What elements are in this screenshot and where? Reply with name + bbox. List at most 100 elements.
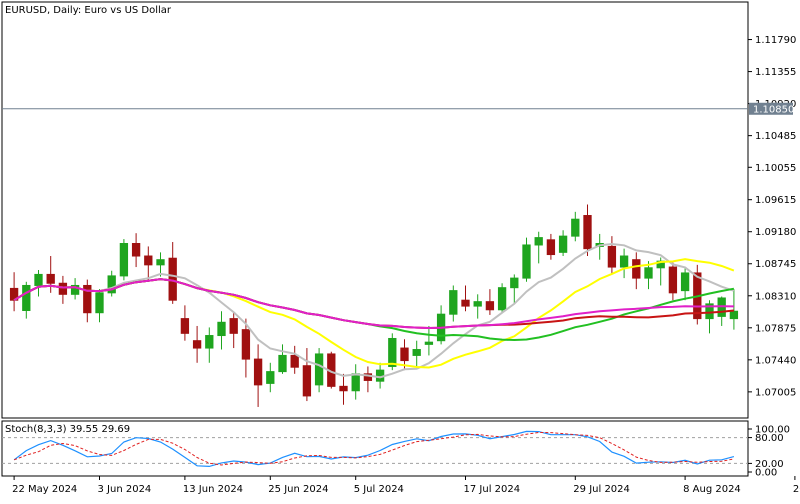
candle	[339, 373, 348, 405]
candle	[144, 246, 153, 282]
candle	[571, 211, 580, 242]
x-tick-label: 8 Aug 2024	[683, 484, 741, 495]
y-tick-label: 1.10055	[755, 163, 796, 174]
candle-body	[156, 259, 165, 266]
candle	[449, 285, 458, 322]
current-price-label: 1.10850	[753, 104, 794, 115]
candle	[217, 311, 226, 350]
candle-body	[168, 257, 177, 301]
candle-body	[351, 373, 360, 392]
candle	[180, 305, 190, 341]
candle-body	[558, 235, 568, 253]
candle	[607, 236, 617, 275]
x-tick-label: 22 May 2024	[12, 484, 77, 495]
candle-body	[266, 371, 275, 384]
candle-body	[668, 266, 678, 294]
indicator-pane-frame	[1, 420, 749, 477]
candle-body	[644, 267, 653, 279]
y-tick-label: 1.09180	[755, 227, 796, 238]
candle-body	[58, 282, 68, 295]
candle	[461, 285, 470, 312]
candle	[436, 305, 446, 345]
candle	[705, 300, 714, 334]
candle-body	[205, 335, 214, 349]
x-tick-label: 13 Jun 2024	[183, 484, 243, 495]
candle	[168, 242, 177, 304]
candle	[205, 327, 214, 363]
y-tick-label: 1.08745	[755, 259, 796, 270]
candle-body	[680, 272, 690, 292]
candle	[107, 270, 116, 297]
candle	[302, 348, 312, 402]
candle	[266, 362, 275, 393]
candle	[22, 281, 31, 319]
candle	[278, 344, 287, 374]
candle-body	[485, 301, 495, 311]
candle	[583, 204, 592, 257]
candle-body	[95, 292, 104, 314]
candle	[510, 274, 519, 304]
candle	[290, 345, 299, 374]
stoch-indicator-label: Stoch(8,3,3) 39.55 29.69	[5, 424, 130, 435]
candle-body	[22, 284, 31, 312]
candle	[558, 230, 568, 257]
candle-body	[144, 255, 153, 266]
candle-body	[607, 245, 617, 268]
x-tick-label: 29 Jul 2024	[573, 484, 630, 495]
candle	[632, 252, 641, 290]
y-tick-label: 1.09615	[755, 195, 796, 206]
candle	[58, 275, 68, 304]
candle-body	[632, 259, 641, 279]
candle-body	[449, 290, 458, 315]
candle	[83, 279, 92, 323]
stoch-k-line	[13, 430, 735, 468]
candle-body	[729, 310, 739, 320]
moving-average-line	[13, 242, 735, 379]
candle-body	[522, 244, 531, 279]
candle-body	[46, 273, 55, 284]
candle-body	[192, 340, 202, 349]
candle-body	[534, 237, 543, 246]
candle	[34, 270, 43, 297]
candle-body	[619, 255, 629, 268]
ind-y-tick-label: 20.00	[755, 459, 784, 470]
candle	[314, 348, 324, 393]
candle	[241, 318, 251, 378]
candle	[619, 248, 629, 279]
ind-y-tick-label: 0.00	[755, 468, 777, 479]
main-pane-frame	[1, 1, 749, 419]
candle	[363, 366, 373, 393]
candle-body	[253, 358, 263, 386]
candle-body	[180, 318, 190, 334]
candle	[729, 289, 739, 330]
candle	[644, 261, 653, 290]
y-tick-label: 1.10485	[755, 131, 796, 142]
candle	[253, 344, 263, 407]
ind-y-tick-label: 100.00	[755, 425, 790, 436]
y-tick-label: 1.07440	[755, 355, 796, 366]
candle	[680, 268, 690, 301]
candle	[412, 340, 421, 367]
candle-body	[571, 218, 580, 237]
candle-body	[424, 341, 434, 345]
candle-body	[583, 215, 592, 250]
candle-body	[131, 243, 141, 257]
candle-body	[278, 354, 287, 373]
candle	[497, 283, 507, 313]
moving-average-line	[13, 278, 734, 330]
candle-body	[546, 239, 556, 256]
candle	[546, 233, 556, 260]
x-tick-label: 17 Jul 2024	[464, 484, 521, 495]
candle-body	[510, 277, 519, 289]
current-price-tag	[749, 102, 793, 115]
candle	[351, 364, 360, 400]
candle	[9, 272, 19, 312]
candle	[119, 239, 129, 281]
candle-body	[290, 354, 299, 368]
candle-body	[70, 284, 80, 295]
candle	[229, 311, 238, 349]
x-tick-label: 5 Jul 2024	[354, 484, 404, 495]
ind-y-tick-label: 80.00	[755, 433, 784, 444]
candle-body	[400, 347, 409, 362]
